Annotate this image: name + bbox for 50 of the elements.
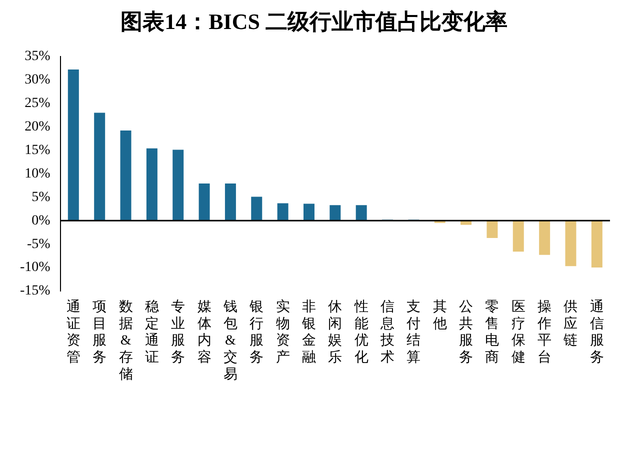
x-tick-label: 稳定通证	[144, 299, 159, 366]
x-tick-label: 项目服务	[92, 300, 107, 366]
x-tick-label: 零售电商	[485, 299, 500, 366]
x-tick-label: 信息技术	[380, 299, 395, 366]
bar	[277, 203, 288, 221]
bar	[486, 220, 498, 238]
x-tick-label: 操作平台	[536, 299, 552, 366]
y-tick-label: 30%	[24, 72, 51, 88]
bar	[198, 184, 210, 221]
x-tick-label: 通证资管	[66, 299, 80, 366]
x-tick-label: 专业服务	[171, 299, 186, 366]
x-tick-label: 实物资产	[276, 299, 290, 366]
x-tick-label: 休闲娱乐	[328, 299, 342, 366]
bar	[68, 70, 79, 221]
y-tick-label: 35%	[24, 49, 51, 64]
bar	[224, 184, 236, 221]
x-tick-label: 银行服务	[248, 299, 264, 366]
y-tick-label: 0%	[32, 213, 51, 228]
bar	[330, 205, 341, 221]
y-tick-label: 15%	[24, 142, 51, 158]
bar	[120, 130, 132, 221]
x-tick-label: 公共服务	[459, 299, 474, 366]
x-tick-label: 数据&存储	[118, 299, 133, 382]
bar	[356, 205, 367, 221]
bar	[512, 220, 524, 252]
x-tick-label: 性能优化	[353, 299, 368, 366]
x-tick-label: 非银金融	[300, 299, 316, 366]
y-tick-label: 25%	[24, 96, 51, 111]
x-tick-label: 其他	[432, 299, 447, 332]
y-tick-label: -10%	[20, 260, 51, 276]
y-tick-label: -5%	[26, 236, 51, 252]
bar	[565, 220, 576, 266]
y-tick-label: -15%	[20, 284, 51, 299]
x-tick-label: 医疗保健	[511, 300, 526, 366]
bar	[591, 220, 602, 268]
y-tick-label: 10%	[24, 166, 51, 182]
x-tick-label: 支付结算	[406, 299, 421, 366]
chart-title: 图表14：BICS 二级行业市值占比变化率	[120, 8, 508, 34]
bar	[172, 150, 184, 221]
bar	[251, 196, 262, 221]
x-tick-label: 供应链	[562, 299, 578, 349]
x-tick-label: 媒体内容	[197, 300, 212, 366]
x-tick-label: 通信服务	[590, 299, 604, 366]
bar	[94, 112, 106, 221]
y-tick-label: 5%	[32, 190, 51, 205]
bar	[303, 204, 314, 221]
bar	[539, 220, 550, 255]
bar	[146, 148, 158, 221]
y-tick-label: 20%	[24, 119, 51, 134]
x-tick-label: 钱包&交易	[222, 299, 238, 382]
